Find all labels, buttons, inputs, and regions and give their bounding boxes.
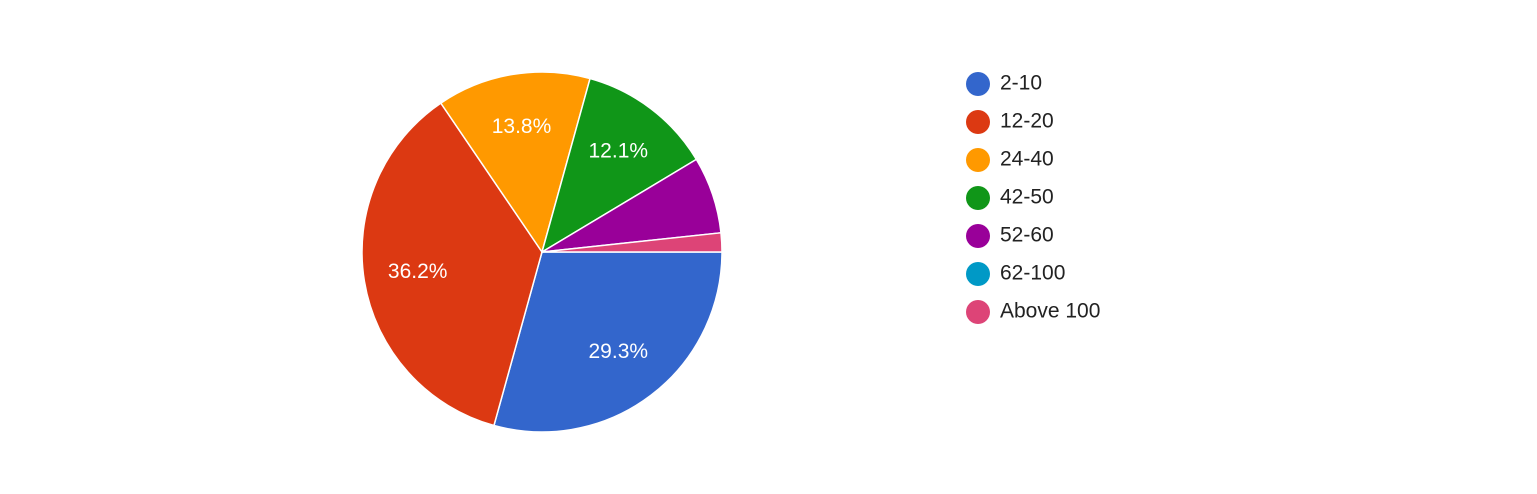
slice-label: 29.3% — [589, 340, 649, 363]
legend-label: 12-20 — [1000, 110, 1054, 133]
slice-label: 13.8% — [492, 115, 552, 138]
legend-swatch — [966, 72, 990, 96]
slice-label: 12.1% — [589, 139, 649, 162]
legend-label: 24-40 — [1000, 148, 1054, 171]
legend-swatch — [966, 300, 990, 324]
slice-label: 36.2% — [388, 260, 448, 283]
pie-slice — [541, 231, 723, 253]
pie-slice — [361, 102, 543, 427]
legend-label: 52-60 — [1000, 224, 1054, 247]
legend-swatch — [966, 186, 990, 210]
legend-label: 42-50 — [1000, 186, 1054, 209]
legend-label: Above 100 — [1000, 300, 1100, 323]
pie-slice — [540, 77, 698, 254]
legend-swatch — [966, 110, 990, 134]
legend-swatch — [966, 148, 990, 172]
pie-slice — [439, 71, 591, 254]
pie-slice — [493, 251, 723, 433]
legend-label: 62-100 — [1000, 262, 1065, 285]
legend-swatch — [966, 262, 990, 286]
legend-label: 2-10 — [1000, 72, 1042, 95]
legend-swatch — [966, 224, 990, 248]
